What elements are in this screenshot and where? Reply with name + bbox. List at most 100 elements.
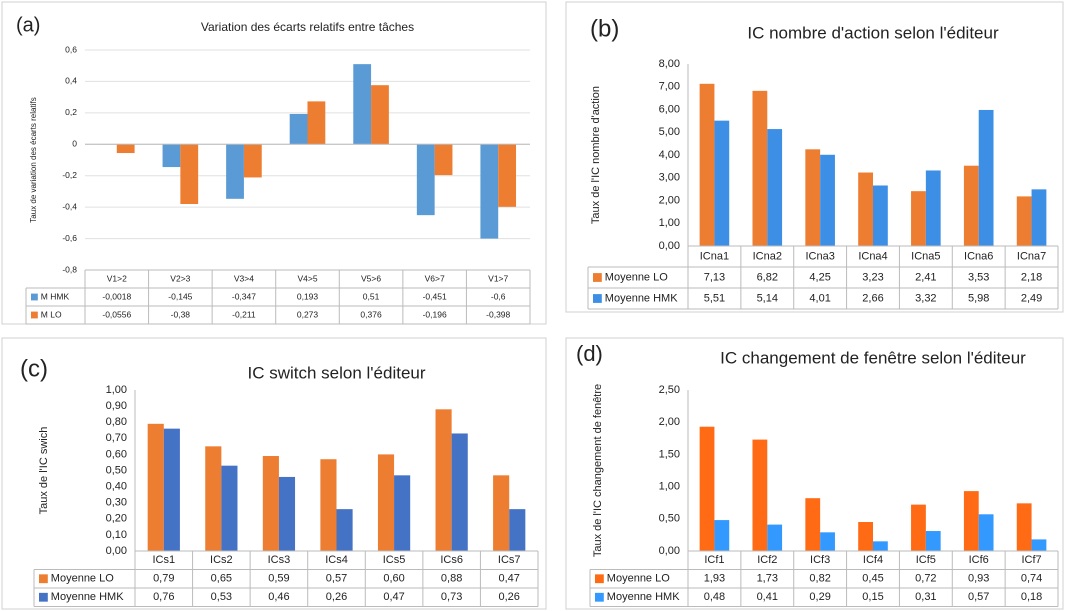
bar <box>509 509 526 551</box>
table-value: 5,98 <box>968 292 989 304</box>
x-tick-label: V3>4 <box>234 273 254 283</box>
table-value: -0,145 <box>168 291 192 301</box>
bar <box>978 514 994 551</box>
panel-label: (c) <box>20 355 48 382</box>
bar <box>925 531 941 551</box>
y-tick-label: 0,4 <box>65 76 77 86</box>
y-tick-label: 1,00 <box>659 481 680 493</box>
bar <box>699 426 715 551</box>
panel-border <box>565 337 1064 610</box>
bar <box>336 509 353 551</box>
bar <box>180 144 199 204</box>
y-tick-label: 1,50 <box>659 448 680 460</box>
x-tick-label: ICf7 <box>1021 554 1041 566</box>
bar <box>767 524 783 551</box>
legend-label: Moyenne HMK <box>607 591 680 603</box>
table-value: -0,211 <box>232 309 256 319</box>
x-tick-label: V5>6 <box>361 273 381 283</box>
bar <box>289 113 308 145</box>
y-tick-label: 0 <box>72 139 77 149</box>
x-tick-label: ICf1 <box>704 554 724 566</box>
bar <box>1016 503 1032 551</box>
x-tick-label: ICf2 <box>757 554 777 566</box>
table-value: -0,451 <box>423 291 447 301</box>
table-value: 0,193 <box>297 291 319 301</box>
table-value: 0,79 <box>153 573 174 585</box>
legend-label: Moyenne LO <box>605 271 668 283</box>
x-tick-label: V2>3 <box>170 273 190 283</box>
legend-label: Moyenne LO <box>51 573 114 585</box>
table-value: 0,76 <box>153 591 174 603</box>
y-tick-label: -0,8 <box>62 264 77 274</box>
chart-title: IC switch selon l'éditeur <box>247 363 425 382</box>
legend-label: Moyenne HMK <box>51 591 124 603</box>
y-axis-label: Taux de l'IC nombre d'action <box>590 86 602 224</box>
table-value: 6,82 <box>757 271 778 283</box>
x-tick-label: ICna1 <box>700 250 729 262</box>
bar <box>978 109 994 246</box>
y-tick-label: -0,6 <box>62 233 77 243</box>
y-tick-label: 0,00 <box>659 240 680 252</box>
table-value: 4,25 <box>809 271 830 283</box>
table-value: 2,49 <box>1021 292 1042 304</box>
table-value: 0,47 <box>499 573 520 585</box>
panel-label: (a) <box>16 14 40 36</box>
table-value: 5,14 <box>757 292 778 304</box>
table-value: -0,38 <box>171 309 191 319</box>
table-value: 0,73 <box>441 591 462 603</box>
x-tick-label: ICs7 <box>498 554 521 566</box>
table-value: 0,65 <box>211 573 232 585</box>
bar <box>820 532 835 551</box>
bar <box>116 144 135 154</box>
legend-label: M HMK <box>41 291 70 301</box>
table-value: 0,74 <box>1021 573 1042 585</box>
bar <box>243 144 262 178</box>
x-tick-label: ICna5 <box>911 250 940 262</box>
table-value: 0,46 <box>268 591 289 603</box>
table-value: -0,398 <box>486 309 510 319</box>
x-tick-label: ICf5 <box>916 554 936 566</box>
table-value: 0,57 <box>326 573 347 585</box>
chart-title: IC changement de fenêtre selon l'éditeur <box>720 348 1026 367</box>
panel-label: (b) <box>590 15 619 42</box>
table-value: 1,73 <box>757 573 778 585</box>
y-tick-label: 0,40 <box>106 481 127 493</box>
bar <box>873 541 888 551</box>
bar <box>1016 196 1032 246</box>
bar <box>714 120 730 246</box>
x-tick-label: ICf6 <box>969 554 989 566</box>
bar <box>714 520 730 551</box>
bar <box>699 83 715 246</box>
bar <box>925 170 941 246</box>
legend-swatch <box>39 574 48 584</box>
table-value: 0,26 <box>326 591 347 603</box>
bar <box>820 154 835 246</box>
x-tick-label: ICs3 <box>268 554 291 566</box>
bar <box>480 144 499 239</box>
bar <box>752 90 768 246</box>
y-tick-label: -0,2 <box>62 170 77 180</box>
y-tick-label: 2,00 <box>659 194 680 206</box>
y-tick-label: 0,60 <box>106 448 127 460</box>
table-value: 2,18 <box>1021 271 1042 283</box>
bar <box>1031 189 1047 246</box>
legend-swatch <box>593 273 602 282</box>
x-tick-label: V6>7 <box>425 273 445 283</box>
y-tick-label: 0,6 <box>65 44 77 54</box>
legend-label: M LO <box>41 309 62 319</box>
x-tick-label: ICna7 <box>1017 250 1046 262</box>
table-value: 5,51 <box>704 292 725 304</box>
table-value: -0,196 <box>423 309 447 319</box>
bar <box>162 144 181 168</box>
table-value: 0,82 <box>809 573 830 585</box>
y-tick-label: 0,2 <box>65 107 77 117</box>
bar <box>1031 539 1047 551</box>
table-value: -0,347 <box>232 291 256 301</box>
y-tick-label: 8,00 <box>659 58 680 70</box>
legend-label: Moyenne HMK <box>605 292 678 304</box>
bar <box>371 85 389 145</box>
legend-swatch <box>31 311 38 319</box>
y-tick-label: 0,20 <box>106 513 127 525</box>
y-tick-label: 7,00 <box>659 81 680 93</box>
